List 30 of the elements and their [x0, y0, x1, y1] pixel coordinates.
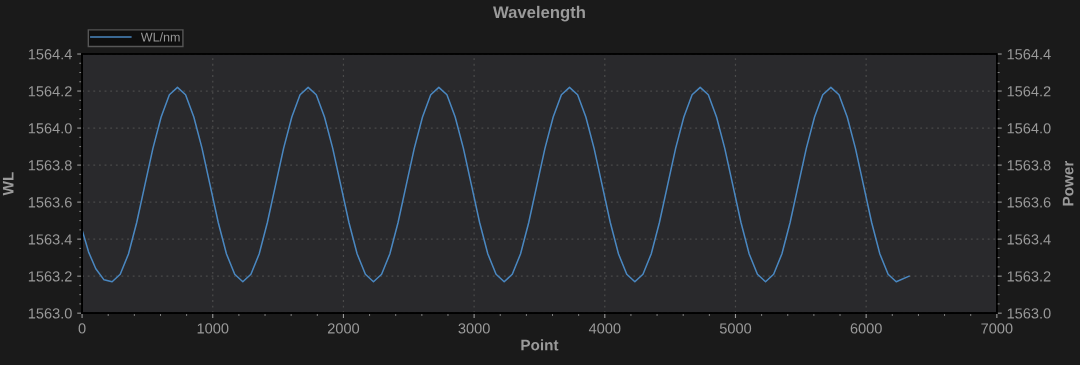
y2-axis-title: Power [1062, 160, 1074, 206]
line-series [82, 86, 910, 283]
y-tick-label: 1563.2 [28, 271, 72, 282]
y2-tick-label: 1564.4 [1007, 49, 1051, 60]
x-axis-title: Point [521, 339, 559, 351]
y-axis-title: WL [2, 172, 14, 196]
y-tick-label: 1564.4 [28, 49, 72, 60]
y2-tick-label: 1563.0 [1007, 308, 1051, 319]
legend-label: WL/nm [140, 32, 180, 42]
y-tick-label: 1563.0 [28, 308, 72, 319]
x-tick-label: 4000 [588, 323, 621, 334]
chart-title: Wavelength [493, 5, 585, 22]
y-tick-label: 1563.4 [28, 234, 72, 245]
y2-tick-label: 1563.2 [1007, 271, 1051, 282]
y2-tick-label: 1564.2 [1007, 86, 1051, 97]
x-tick-label: 1000 [197, 323, 229, 334]
x-tick-label: 0 [78, 323, 86, 334]
y-tick-label: 1563.6 [28, 197, 72, 208]
y-tick-label: 1564.2 [28, 86, 72, 97]
y2-tick-label: 1564.0 [1007, 123, 1051, 134]
x-tick-label: 7000 [981, 323, 1013, 334]
x-tick-label: 6000 [850, 323, 882, 334]
y2-tick-label: 1563.8 [1007, 160, 1051, 171]
y-tick-label: 1564.0 [28, 123, 72, 134]
y2-tick-label: 1563.4 [1007, 234, 1051, 245]
y-tick-label: 1563.8 [28, 160, 72, 171]
x-tick-label: 3000 [458, 323, 490, 334]
x-tick-label: 5000 [719, 323, 752, 334]
x-tick-label: 2000 [327, 323, 360, 334]
y2-tick-label: 1563.6 [1007, 197, 1051, 208]
